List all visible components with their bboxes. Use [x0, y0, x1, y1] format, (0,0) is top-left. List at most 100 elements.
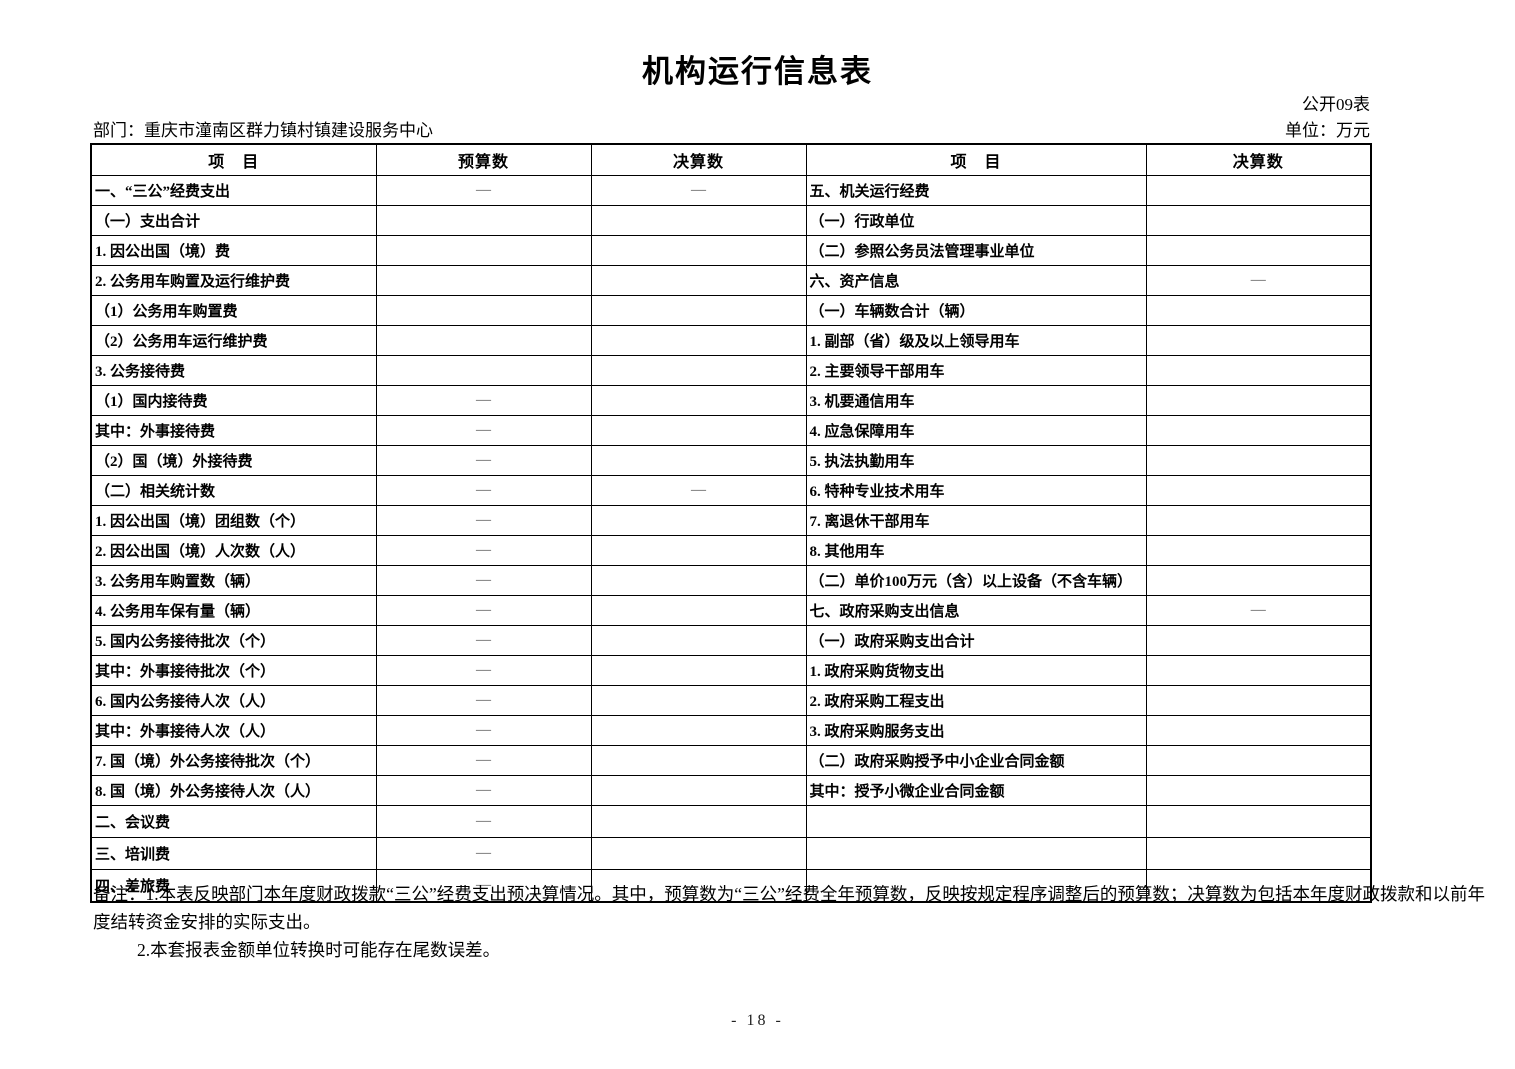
- item-label-right: （二）单价100万元（含）以上设备（不含车辆）: [805, 565, 1147, 596]
- budget-value: [375, 205, 592, 236]
- final-value-left: [590, 595, 807, 626]
- item-label-left: （1）国内接待费: [90, 385, 377, 416]
- final-value-right: [1145, 505, 1372, 536]
- table-row: （一）支出合计 （一）行政单位: [90, 205, 1372, 236]
- item-label-left: 一、“三公”经费支出: [90, 175, 377, 206]
- final-value-right: [1145, 385, 1372, 416]
- item-label-right: 8. 其他用车: [805, 535, 1147, 566]
- header-final-right: 决算数: [1145, 143, 1372, 176]
- meta-row: 部门：重庆市潼南区群力镇村镇建设服务中心 单位：万元: [93, 116, 1370, 141]
- item-label-left: （1）公务用车购置费: [90, 295, 377, 326]
- table-row: 5. 国内公务接待批次（个） — （一）政府采购支出合计: [90, 625, 1372, 656]
- item-label-right: 其中：授予小微企业合同金额: [805, 775, 1147, 806]
- header-item-right: 项 目: [805, 143, 1147, 176]
- item-label-right: （一）政府采购支出合计: [805, 625, 1147, 656]
- budget-value: —: [375, 869, 592, 903]
- item-label-right: 七、政府采购支出信息: [805, 595, 1147, 626]
- department-label: 部门：重庆市潼南区群力镇村镇建设服务中心: [93, 121, 433, 140]
- final-value-right: [1145, 535, 1372, 566]
- final-value-left: —: [590, 175, 807, 206]
- item-label-right: （二）政府采购授予中小企业合同金额: [805, 745, 1147, 776]
- table-row: 其中：外事接待批次（个） — 1. 政府采购货物支出: [90, 655, 1372, 686]
- item-label-left: 1. 因公出国（境）费: [90, 235, 377, 266]
- final-value-left: [590, 715, 807, 746]
- item-label-right: [805, 837, 1147, 870]
- final-value-right: —: [1145, 595, 1372, 626]
- item-label-right: 五、机关运行经费: [805, 175, 1147, 206]
- table-row: （二）相关统计数 — —6. 特种专业技术用车: [90, 475, 1372, 506]
- item-label-right: 3. 机要通信用车: [805, 385, 1147, 416]
- final-value-right: [1145, 445, 1372, 476]
- final-value-left: [590, 205, 807, 236]
- final-value-left: [590, 775, 807, 806]
- final-value-left: [590, 355, 807, 386]
- final-value-right: [1145, 355, 1372, 386]
- budget-value: —: [375, 535, 592, 566]
- item-label-right: 7. 离退休干部用车: [805, 505, 1147, 536]
- item-label-left: 7. 国（境）外公务接待批次（个）: [90, 745, 377, 776]
- budget-value: [375, 355, 592, 386]
- final-value-right: [1145, 295, 1372, 326]
- item-label-left: 2. 因公出国（境）人次数（人）: [90, 535, 377, 566]
- item-label-left: 其中：外事接待费: [90, 415, 377, 446]
- final-value-left: [590, 685, 807, 716]
- final-value-right: [1145, 205, 1372, 236]
- item-label-right: 1. 副部（省）级及以上领导用车: [805, 325, 1147, 356]
- budget-value: —: [375, 565, 592, 596]
- final-value-right: [1145, 565, 1372, 596]
- table-row: （2）公务用车运行维护费 1. 副部（省）级及以上领导用车: [90, 325, 1372, 356]
- table-row: 2. 公务用车购置及运行维护费 六、资产信息 —: [90, 265, 1372, 296]
- final-value-left: [590, 625, 807, 656]
- final-value-left: [590, 837, 807, 870]
- item-label-left: 2. 公务用车购置及运行维护费: [90, 265, 377, 296]
- budget-value: —: [375, 655, 592, 686]
- item-label-left: （二）相关统计数: [90, 475, 377, 506]
- item-label-right: 1. 政府采购货物支出: [805, 655, 1147, 686]
- item-label-left: （2）公务用车运行维护费: [90, 325, 377, 356]
- table-row: 1. 因公出国（境）团组数（个） — 7. 离退休干部用车: [90, 505, 1372, 536]
- item-label-right: （一）行政单位: [805, 205, 1147, 236]
- notes-block: 备注：1.本表反映部门本年度财政拨款“三公”经费支出预决算情况。其中，预算数为“…: [93, 880, 1485, 964]
- final-value-left: [590, 415, 807, 446]
- final-value-right: [1145, 415, 1372, 446]
- item-label-right: 4. 应急保障用车: [805, 415, 1147, 446]
- header-final-left: 决算数: [590, 143, 807, 176]
- final-value-left: [590, 235, 807, 266]
- item-label-left: 4. 公务用车保有量（辆）: [90, 595, 377, 626]
- table-row: 一、“三公”经费支出 — — 五、机关运行经费: [90, 175, 1372, 206]
- final-value-left: [590, 295, 807, 326]
- item-label-left: 1. 因公出国（境）团组数（个）: [90, 505, 377, 536]
- item-label-right: （二）参照公务员法管理事业单位: [805, 235, 1147, 266]
- table-row: 其中：外事接待人次（人） — 3. 政府采购服务支出: [90, 715, 1372, 746]
- final-value-left: [590, 535, 807, 566]
- note-line-2: 2.本套报表金额单位转换时可能存在尾数误差。: [137, 940, 501, 960]
- budget-value: —: [375, 837, 592, 870]
- table-row: （1）公务用车购置费 （一）车辆数合计（辆）: [90, 295, 1372, 326]
- budget-value: [375, 265, 592, 296]
- table-row: （2）国（境）外接待费 — 5. 执法执勤用车: [90, 445, 1372, 476]
- budget-value: —: [375, 505, 592, 536]
- final-value-right: [1145, 175, 1372, 206]
- table-row: 8. 国（境）外公务接待人次（人） — 其中：授予小微企业合同金额: [90, 775, 1372, 806]
- item-label-left: 四、差旅费: [90, 869, 377, 903]
- budget-value: —: [375, 625, 592, 656]
- table-row: 四、差旅费 —: [90, 869, 1372, 903]
- item-label-left: （2）国（境）外接待费: [90, 445, 377, 476]
- final-value-right: [1145, 475, 1372, 506]
- budget-value: —: [375, 775, 592, 806]
- table-row: （1）国内接待费 — 3. 机要通信用车: [90, 385, 1372, 416]
- final-value-left: [590, 655, 807, 686]
- header-budget: 预算数: [375, 143, 592, 176]
- budget-value: —: [375, 475, 592, 506]
- item-label-left: 5. 国内公务接待批次（个）: [90, 625, 377, 656]
- budget-value: —: [375, 595, 592, 626]
- item-label-left: （一）支出合计: [90, 205, 377, 236]
- item-label-left: 三、培训费: [90, 837, 377, 870]
- table-row: 其中：外事接待费 — 4. 应急保障用车: [90, 415, 1372, 446]
- budget-value: —: [375, 445, 592, 476]
- final-value-left: [590, 445, 807, 476]
- final-value-right: [1145, 325, 1372, 356]
- table-row: 三、培训费 —: [90, 837, 1372, 870]
- item-label-right: 2. 主要领导干部用车: [805, 355, 1147, 386]
